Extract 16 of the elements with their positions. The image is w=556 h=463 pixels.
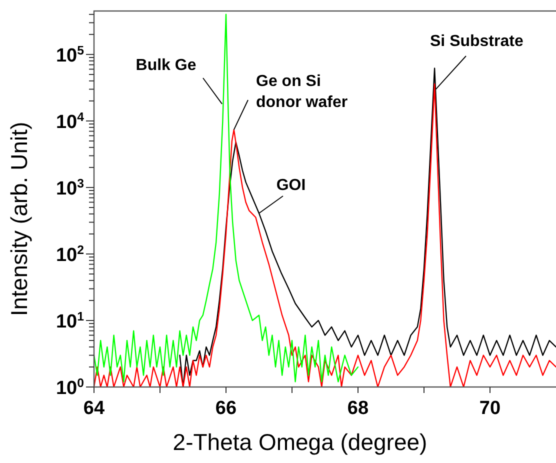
x-tick-label: 66 (215, 398, 237, 419)
x-tick-label: 68 (347, 398, 369, 419)
x-tick-label: 70 (479, 398, 501, 419)
annotation: Si Substrate (430, 33, 524, 50)
y-tick-label: 10$^{4}$ (56, 110, 84, 133)
x-axis-title: 2-Theta Omega (degree) (172, 429, 428, 455)
annotation: GOI (276, 177, 306, 194)
y-tick-label: 10$^{0}$ (56, 376, 84, 399)
x-tick-label: 64 (83, 398, 105, 419)
y-tick-label: 10$^{1}$ (56, 309, 84, 332)
y-axis-title: Intensity (arb. Unit) (6, 122, 32, 316)
y-tick-label: 10$^{3}$ (56, 176, 84, 200)
y-tick-label: 10$^{2}$ (56, 242, 84, 266)
y-tick-label: 10$^{5}$ (56, 43, 84, 66)
annotation: Ge on Si donor wafer (256, 73, 348, 111)
annotation: Bulk Ge (136, 57, 196, 74)
